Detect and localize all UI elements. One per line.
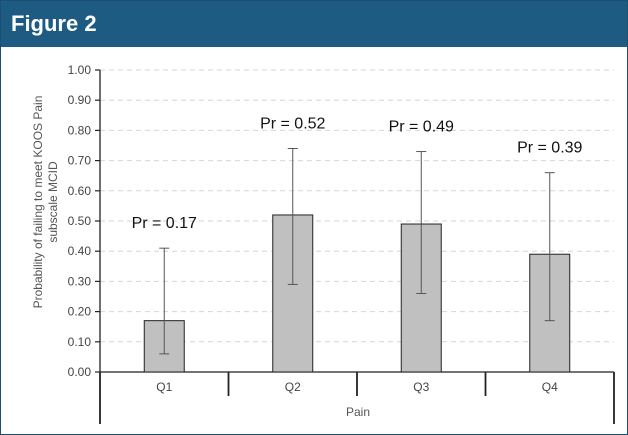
- data-label: Pr = 0.39: [517, 140, 582, 157]
- y-axis-label-line2: subscale MCID: [46, 161, 60, 243]
- data-label: Pr = 0.49: [389, 119, 454, 136]
- y-tick-label: 1.00: [68, 63, 92, 77]
- x-axis-label: Pain: [346, 405, 370, 419]
- y-tick-label: 0.90: [68, 93, 92, 107]
- data-label: Pr = 0.52: [260, 116, 325, 133]
- y-tick-label: 0.50: [68, 214, 92, 228]
- y-tick-label: 0.40: [68, 244, 92, 258]
- x-tick-label: Q2: [285, 380, 301, 394]
- figure-header: Figure 2: [1, 1, 627, 47]
- y-tick-label: 0.00: [68, 365, 92, 379]
- y-tick-label: 0.20: [68, 305, 92, 319]
- y-tick-label: 0.10: [68, 335, 92, 349]
- y-tick-label: 0.60: [68, 184, 92, 198]
- y-tick-label: 0.30: [68, 274, 92, 288]
- y-tick-label: 0.70: [68, 154, 92, 168]
- x-tick-label: Q4: [542, 380, 558, 394]
- y-axis-label-line1: Probability of failing to meet KOOS Pain: [31, 96, 45, 309]
- data-label: Pr = 0.17: [132, 215, 197, 232]
- figure-title: Figure 2: [11, 11, 97, 36]
- x-tick-label: Q1: [156, 380, 172, 394]
- y-axis-label: Probability of failing to meet KOOS Pain…: [31, 96, 60, 309]
- x-tick-label: Q3: [413, 380, 429, 394]
- y-tick-label: 0.80: [68, 123, 92, 137]
